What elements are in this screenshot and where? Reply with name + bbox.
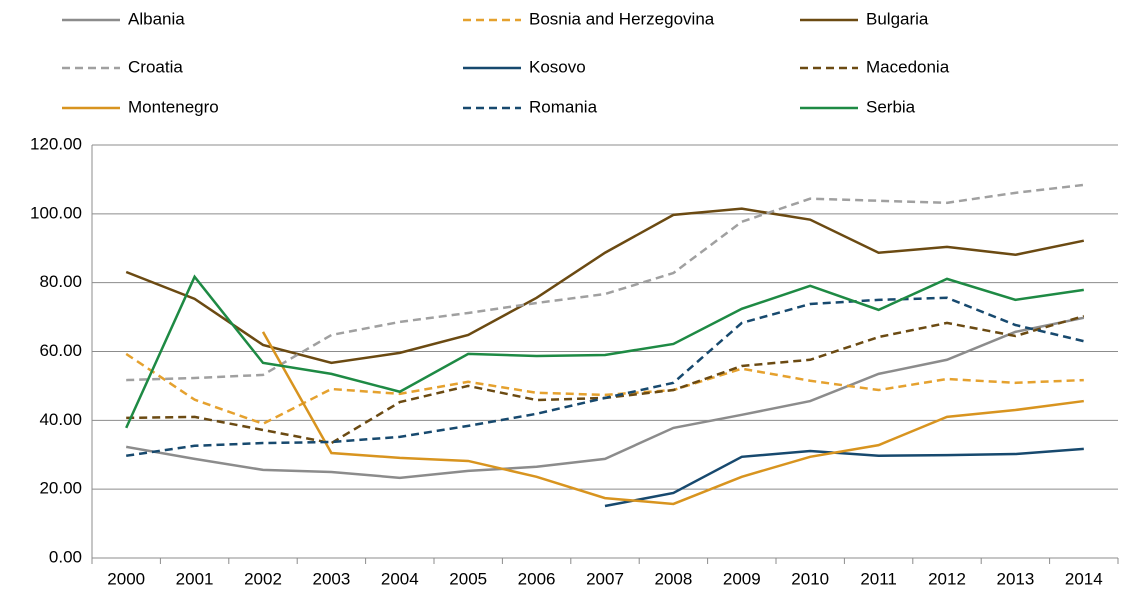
- y-tick-label: 0.00: [49, 547, 82, 566]
- series-line: [126, 183, 1084, 382]
- series-line: [604, 447, 1084, 508]
- x-tick-label: 2007: [586, 569, 624, 588]
- legend-label: Albania: [128, 9, 185, 28]
- x-tick-label: 2005: [449, 569, 487, 588]
- x-tick-label: 2006: [518, 569, 556, 588]
- series-line: [125, 274, 1084, 429]
- y-tick-label: 120.00: [30, 134, 82, 153]
- x-tick-label: 2008: [654, 569, 692, 588]
- series-line: [126, 296, 1085, 458]
- x-tick-label: 2000: [107, 569, 145, 588]
- x-tick-label: 2001: [176, 569, 214, 588]
- x-tick-label: 2013: [996, 569, 1034, 588]
- series-line: [261, 331, 1084, 506]
- legend-label: Serbia: [866, 97, 916, 116]
- y-tick-label: 60.00: [39, 341, 82, 360]
- y-tick-label: 40.00: [39, 410, 82, 429]
- x-tick-label: 2009: [723, 569, 761, 588]
- x-tick-label: 2004: [381, 569, 419, 588]
- legend-label: Bulgaria: [866, 9, 929, 28]
- x-tick-label: 2010: [791, 569, 829, 588]
- series-line: [125, 352, 1084, 426]
- legend-label: Bosnia and Herzegovina: [529, 9, 715, 28]
- x-tick-label: 2014: [1065, 569, 1103, 588]
- y-tick-label: 80.00: [39, 272, 82, 291]
- series-line: [125, 316, 1085, 480]
- x-tick-label: 2002: [244, 569, 282, 588]
- legend-label: Macedonia: [866, 57, 950, 76]
- legend-label: Croatia: [128, 57, 183, 76]
- y-tick-label: 20.00: [39, 479, 82, 498]
- x-tick-label: 2012: [928, 569, 966, 588]
- x-tick-label: 2011: [860, 569, 897, 588]
- y-tick-label: 100.00: [30, 203, 82, 222]
- legend-label: Romania: [529, 97, 598, 116]
- legend-label: Montenegro: [128, 97, 219, 116]
- legend-label: Kosovo: [529, 57, 586, 76]
- x-tick-label: 2003: [312, 569, 350, 588]
- series-line: [125, 207, 1085, 365]
